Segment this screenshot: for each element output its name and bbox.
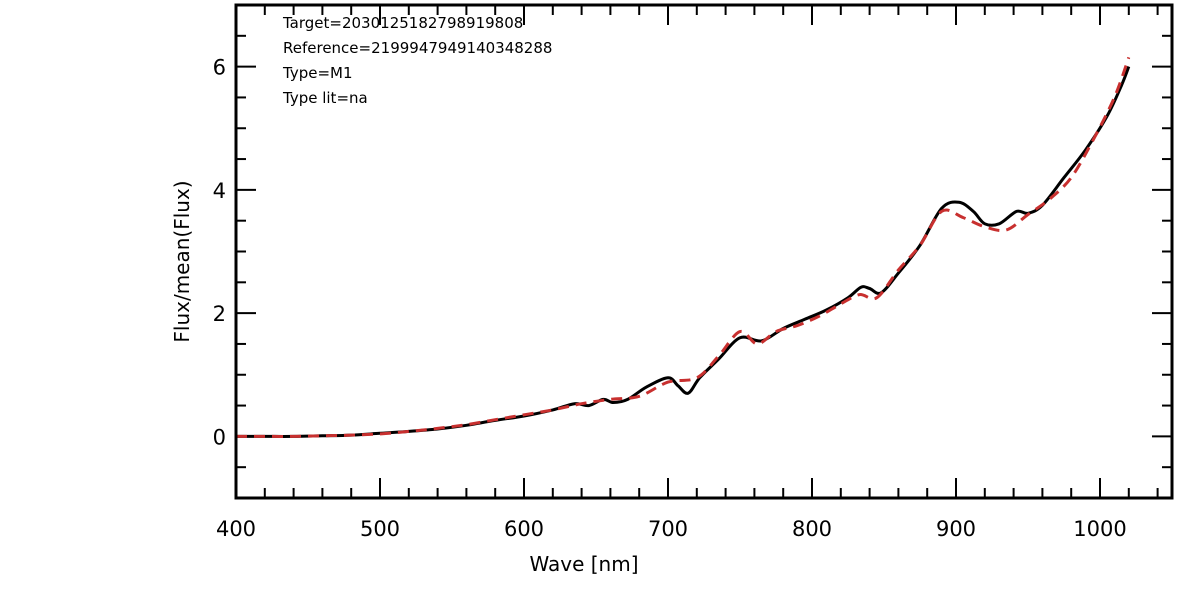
y-tick-labels: 0 2 4 6: [213, 56, 226, 450]
y-tick-label: 0: [213, 425, 226, 449]
x-tick-label: 900: [936, 517, 976, 541]
annotation-reference: Reference=2199947949140348288: [283, 39, 552, 57]
y-axis-title: Flux/mean(Flux): [170, 180, 194, 342]
annotation-target: Target=2030125182798919808: [282, 14, 523, 32]
x-tick-labels: 400 500 600 700 800 900 1000: [216, 517, 1127, 541]
y-tick-label: 2: [213, 302, 226, 326]
y-tick-label: 4: [213, 179, 226, 203]
x-axis-title: Wave [nm]: [529, 552, 638, 576]
x-tick-label: 800: [792, 517, 832, 541]
annotations: Target=2030125182798919808 Reference=219…: [282, 14, 552, 107]
x-tick-label: 600: [504, 517, 544, 541]
x-tick-label: 1000: [1073, 517, 1126, 541]
annotation-type-lit: Type lit=na: [282, 89, 368, 107]
annotation-type: Type=M1: [282, 64, 353, 82]
axis-ticks: [235, 4, 1172, 499]
x-tick-label: 500: [360, 517, 400, 541]
x-tick-label: 400: [216, 517, 256, 541]
x-tick-label: 700: [648, 517, 688, 541]
plot-frame: [234, 3, 1174, 500]
reference-spectrum-line: [236, 56, 1131, 438]
y-tick-label: 6: [213, 56, 226, 80]
series-lines: [236, 56, 1131, 438]
